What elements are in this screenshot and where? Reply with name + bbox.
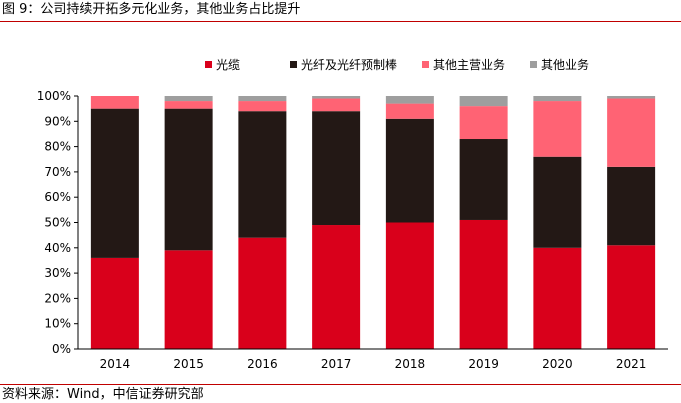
bar-segment <box>533 96 582 102</box>
y-tick-label: 60% <box>44 190 71 204</box>
y-tick-label: 80% <box>44 140 71 154</box>
y-tick-label: 90% <box>44 114 71 128</box>
x-tick-label: 2016 <box>247 357 278 371</box>
bar-segment <box>312 98 361 112</box>
bar-segment <box>312 225 361 349</box>
bar-segment <box>459 106 508 140</box>
bar-segment <box>459 139 508 220</box>
bar-segment <box>533 101 582 157</box>
bar-segment <box>385 118 434 223</box>
bar-segment <box>90 96 139 109</box>
bar-segment <box>164 250 213 349</box>
bar-segment <box>164 108 213 251</box>
bar-segment <box>312 111 361 226</box>
bar-segment <box>385 103 434 119</box>
legend-label: 光缆 <box>216 58 240 72</box>
x-axis: 2014 2015 2016 2017 2018 2019 2020 2021 <box>78 348 668 371</box>
y-tick-label: 20% <box>44 291 71 305</box>
bar-segment <box>90 108 139 258</box>
bar-segment <box>238 96 287 102</box>
y-tick-label: 70% <box>44 165 71 179</box>
x-tick-label: 2020 <box>542 357 573 371</box>
bar-segment <box>238 237 287 349</box>
bar-segment <box>164 101 213 109</box>
x-tick-label: 2019 <box>468 357 499 371</box>
legend-swatch <box>290 61 297 68</box>
legend-swatch <box>530 61 537 68</box>
bar-segment <box>607 96 656 99</box>
source-note: 资料来源：Wind，中信证券研究部 <box>0 384 681 403</box>
bar-segment <box>238 101 287 112</box>
bar-segment <box>607 98 656 167</box>
bar-segment <box>459 96 508 107</box>
legend-label: 光纤及光纤预制棒 <box>301 58 397 72</box>
x-tick-label: 2018 <box>395 357 426 371</box>
bar-segment <box>312 96 361 99</box>
bar-segment <box>164 96 213 102</box>
y-tick-label: 30% <box>44 266 71 280</box>
bar-segment <box>533 247 582 349</box>
x-tick-label: 2021 <box>616 357 647 371</box>
legend: 光缆 光纤及光纤预制棒 其他主营业务 其他业务 <box>205 57 589 72</box>
y-tick-label: 50% <box>44 216 71 230</box>
bar-segment <box>607 245 656 349</box>
bar-segment <box>533 156 582 248</box>
y-tick-label: 10% <box>44 317 71 331</box>
y-tick-label: 100% <box>37 89 71 103</box>
legend-swatch <box>205 61 212 68</box>
legend-label: 其他主营业务 <box>433 57 505 72</box>
bar-segment <box>459 219 508 349</box>
y-axis: 0% 10% 20% 30% 40% 50% 60% 70% 80% 90% 100% <box>37 89 79 356</box>
legend-label: 其他业务 <box>541 57 589 72</box>
x-tick-label: 2014 <box>100 357 131 371</box>
bar-segment <box>385 96 434 104</box>
legend-swatch <box>422 61 429 68</box>
figure-title: 图 9：公司持续开拓多元化业务，其他业务占比提升 <box>0 0 681 22</box>
x-tick-label: 2015 <box>173 357 204 371</box>
y-tick-label: 0% <box>52 342 71 356</box>
bar-segment <box>385 222 434 349</box>
bar-segment <box>607 166 656 246</box>
bars <box>90 96 656 349</box>
bar-segment <box>238 111 287 238</box>
stacked-bar-chart: 光缆 光纤及光纤预制棒 其他主营业务 其他业务 0% 10% 20% 30% 40% 50% 60… <box>37 57 668 371</box>
x-tick-label: 2017 <box>321 357 352 371</box>
bar-segment <box>90 257 139 349</box>
y-tick-label: 40% <box>44 241 71 255</box>
